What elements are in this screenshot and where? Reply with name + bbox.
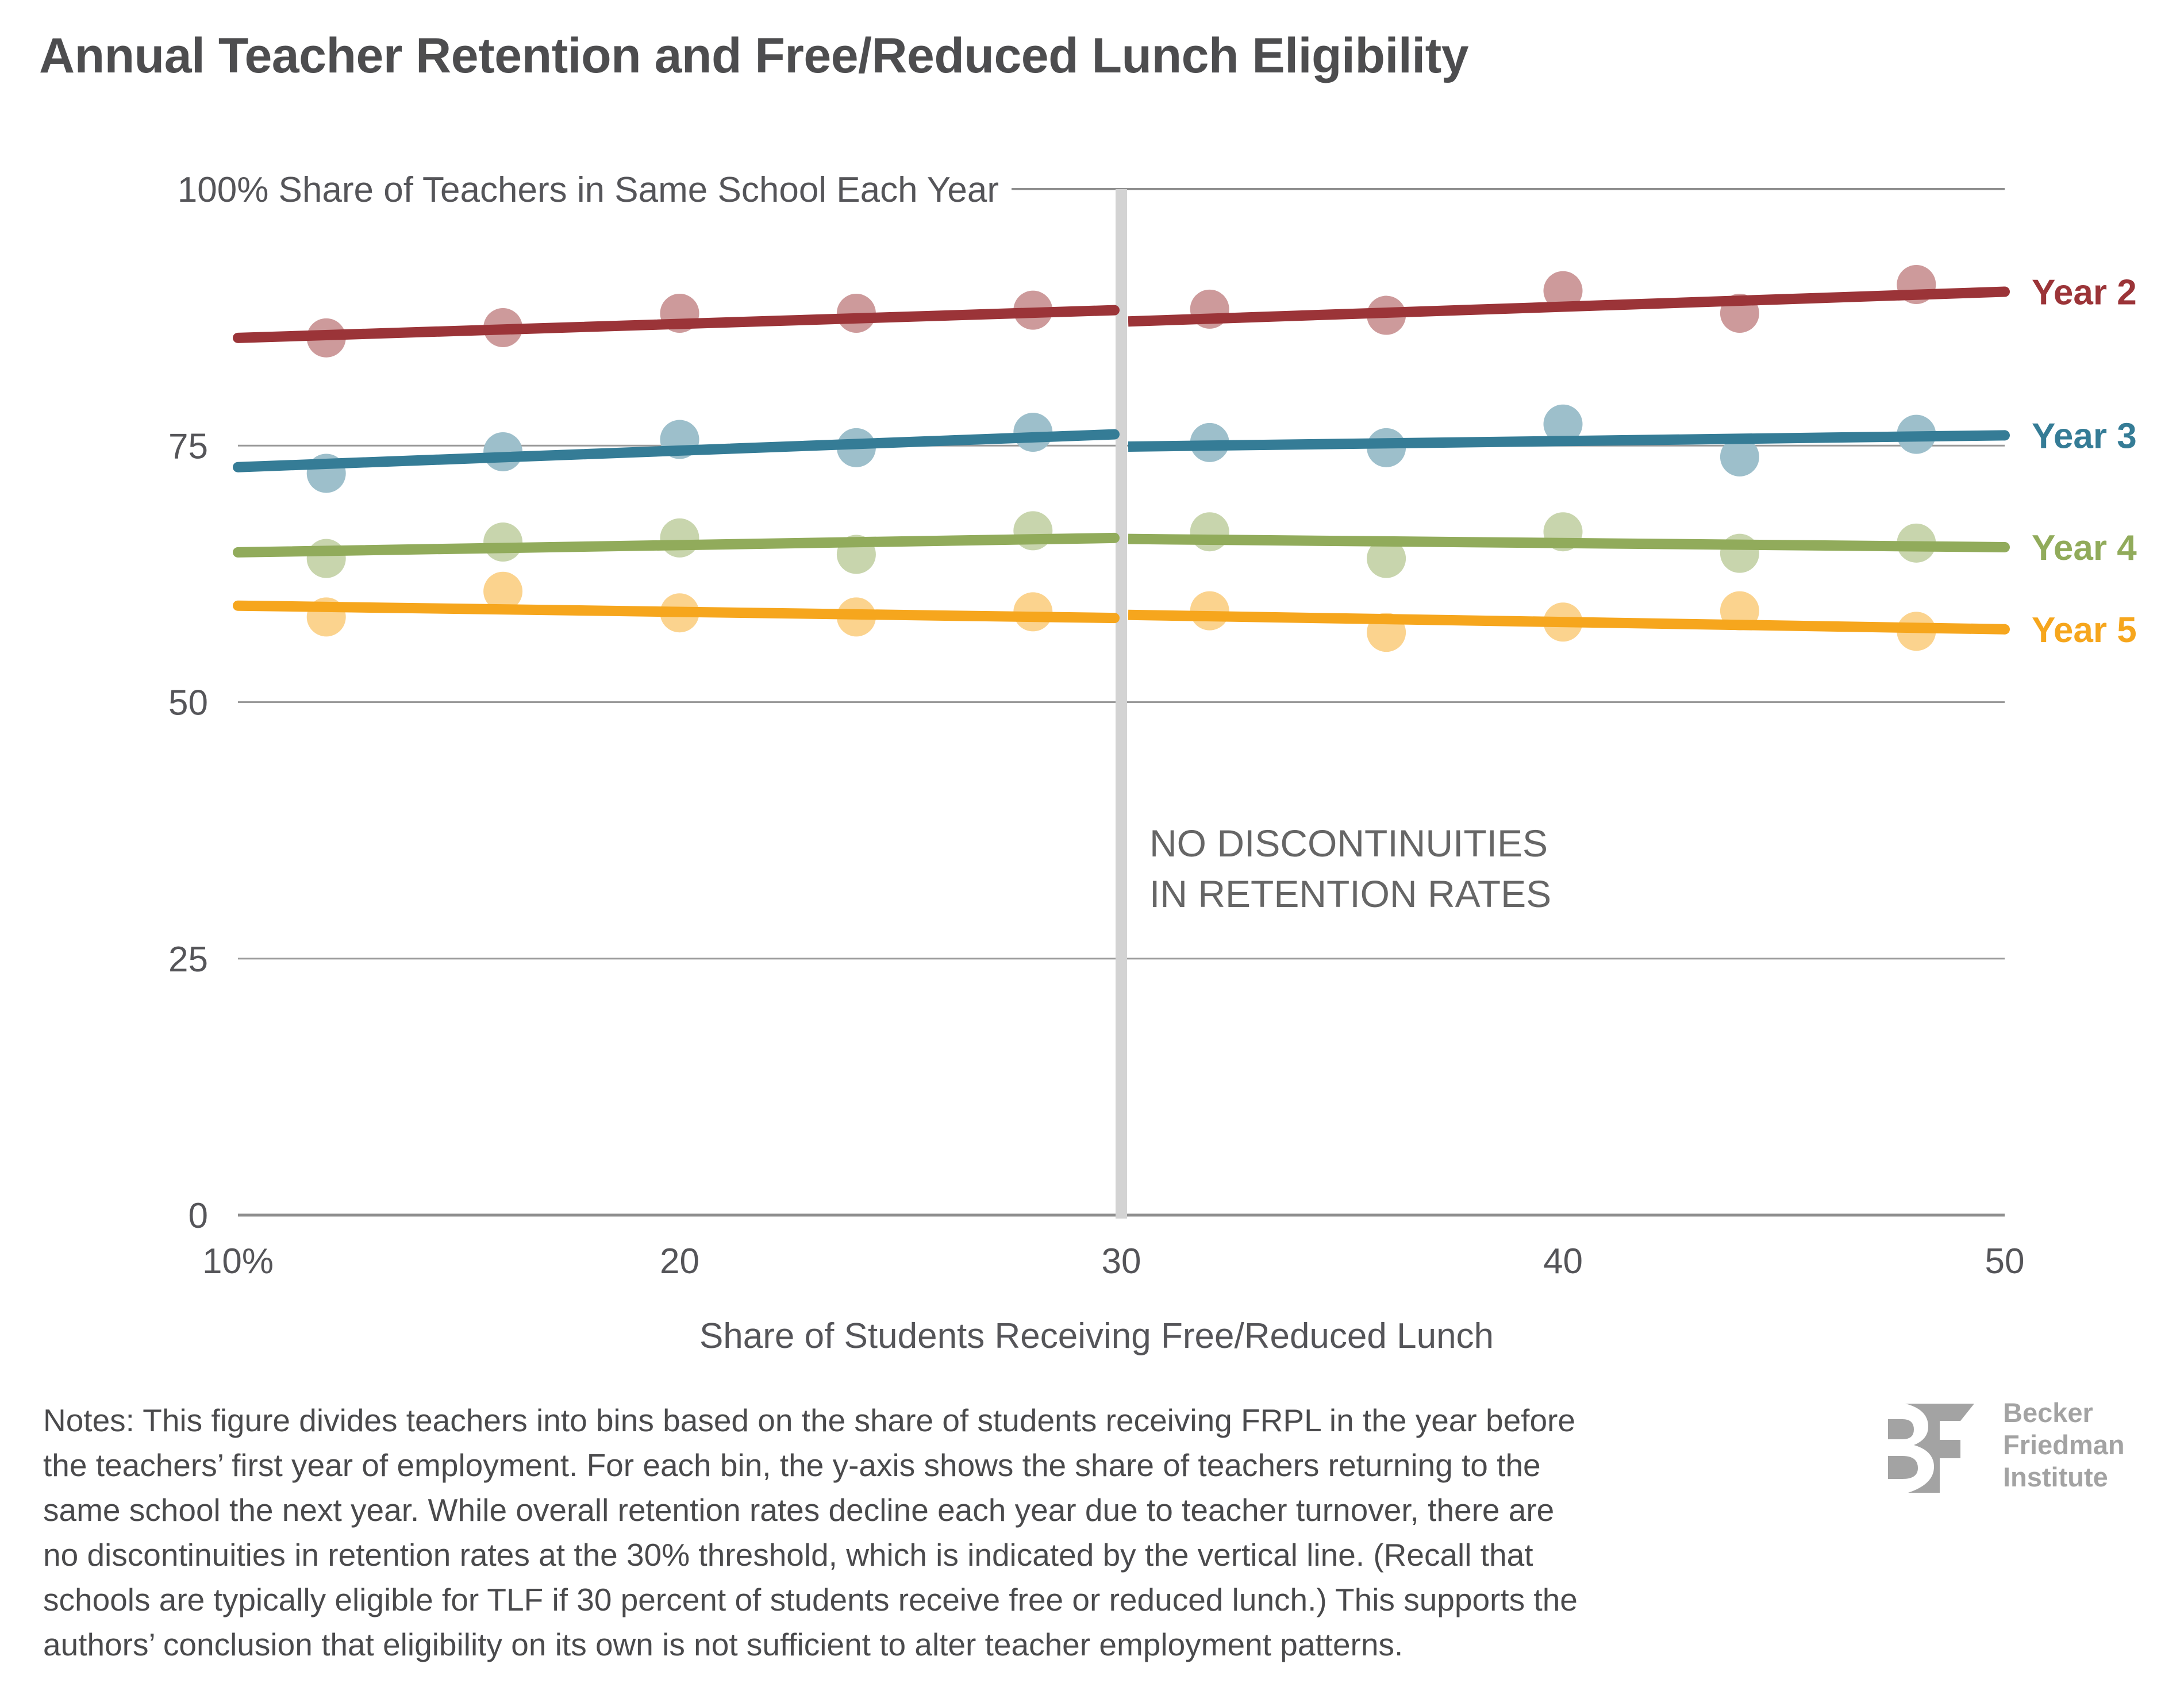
- chart-title: Annual Teacher Retention and Free/Reduce…: [39, 28, 1469, 83]
- series-label: Year 2: [2032, 273, 2137, 313]
- x-tick-label: 20: [660, 1242, 699, 1281]
- fit-line-cap: [2000, 541, 2010, 552]
- x-tick-label: 10%: [202, 1242, 274, 1281]
- bf-logo-icon: [1888, 1404, 1974, 1493]
- notes-line: schools are typically eligible for TLF i…: [43, 1582, 1578, 1617]
- chart: NO DISCONTINUITIES IN RETENTION RATES 0 25…: [168, 170, 2137, 1356]
- fit-line-right: [1128, 430, 2005, 452]
- series-label: Year 5: [2032, 610, 2137, 650]
- series-labels: Year 2 Year 3 Year 4 Year 5: [2032, 273, 2137, 650]
- fit-lines: [233, 286, 2010, 635]
- data-point: [483, 522, 523, 562]
- x-tick-label: 40: [1543, 1242, 1583, 1281]
- data-point: [1190, 591, 1229, 631]
- threshold-line-group: NO DISCONTINUITIES IN RETENTION RATES: [1116, 189, 1551, 1219]
- becker-friedman-logo: Becker Friedman Institute: [1888, 1397, 2175, 1494]
- fit-line-left: [233, 305, 1120, 343]
- x-axis-label: Share of Students Receiving Free/Reduced…: [699, 1316, 1494, 1356]
- x-tick-label: 30: [1102, 1242, 1141, 1281]
- data-point: [1720, 437, 1759, 477]
- y-tick-label: 50: [168, 683, 208, 723]
- data-point: [1367, 539, 1406, 578]
- notes-line: no discontinuities in retention rates at…: [43, 1537, 1533, 1573]
- series-label: Year 3: [2032, 416, 2137, 456]
- fit-line-right: [1128, 533, 2005, 552]
- y-axis-label: 100% Share of Teachers in Same School Ea…: [178, 170, 999, 210]
- threshold-annotation: IN RETENTION RATES: [1149, 873, 1551, 915]
- notes-line: same school the next year. While overall…: [43, 1492, 1555, 1528]
- fit-line-left: [233, 600, 1120, 624]
- y-tick-label: 25: [168, 940, 208, 979]
- fit-line-left: [233, 532, 1120, 558]
- notes-line: Notes: This figure divides teachers into…: [43, 1402, 1575, 1438]
- logo-line: Becker: [2003, 1397, 2093, 1428]
- fit-line-cap: [2000, 430, 2010, 441]
- fit-line-left: [233, 429, 1120, 472]
- threshold-annotation: NO DISCONTINUITIES: [1149, 822, 1548, 864]
- data-point: [306, 539, 346, 578]
- notes: Notes: This figure divides teachers into…: [43, 1398, 1796, 1667]
- notes-line: the teachers’ first year of employment. …: [43, 1447, 1541, 1483]
- data-point: [1543, 404, 1583, 444]
- y-tick-label: 75: [168, 426, 208, 466]
- data-point: [1543, 271, 1583, 310]
- data-point: [1190, 512, 1229, 552]
- fit-line-right: [1128, 286, 2005, 327]
- fit-line-right: [1128, 609, 2005, 635]
- data-point: [660, 518, 699, 558]
- logo-line: Friedman: [2003, 1430, 2125, 1460]
- data-point: [483, 571, 523, 611]
- y-tick-label: 0: [189, 1196, 208, 1236]
- logo-text: Becker Friedman Institute: [2003, 1397, 2125, 1493]
- x-tick-label: 50: [1985, 1242, 2025, 1281]
- fit-line-cap: [2000, 624, 2010, 635]
- series-label: Year 4: [2032, 528, 2137, 568]
- fit-line-cap: [2000, 286, 2010, 297]
- notes-line: authors’ conclusion that eligibility on …: [43, 1627, 1404, 1662]
- logo-line: Institute: [2003, 1462, 2108, 1492]
- axis-labels: 0 25 50 75 100% Share of Teachers in Same Sc…: [168, 170, 2024, 1356]
